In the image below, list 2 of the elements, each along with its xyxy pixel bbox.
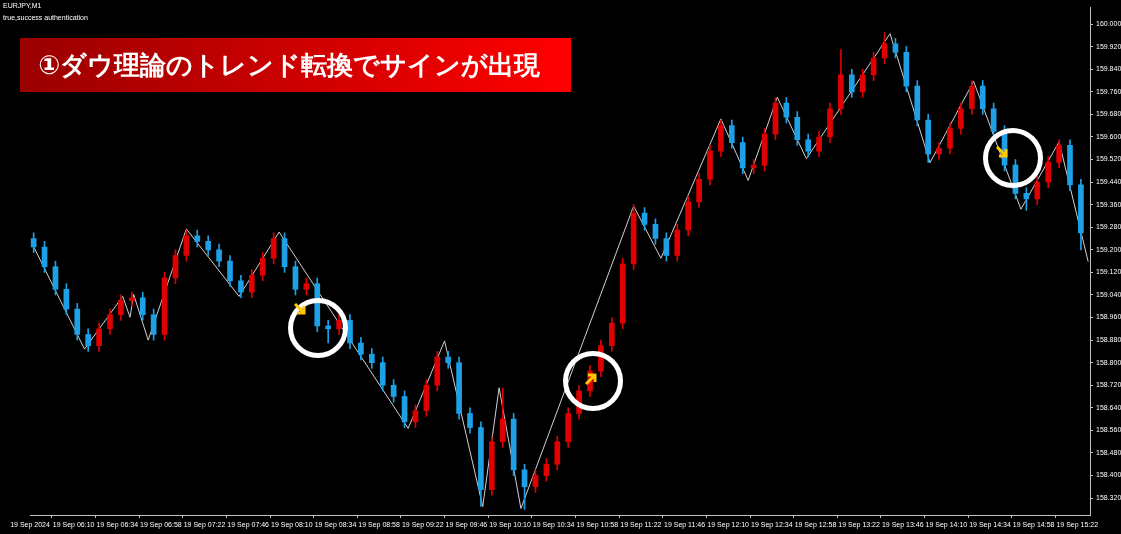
text: ①ダウ理論のトレンド転換でサインが出現 bbox=[38, 48, 541, 82]
candlestick bbox=[325, 320, 332, 344]
